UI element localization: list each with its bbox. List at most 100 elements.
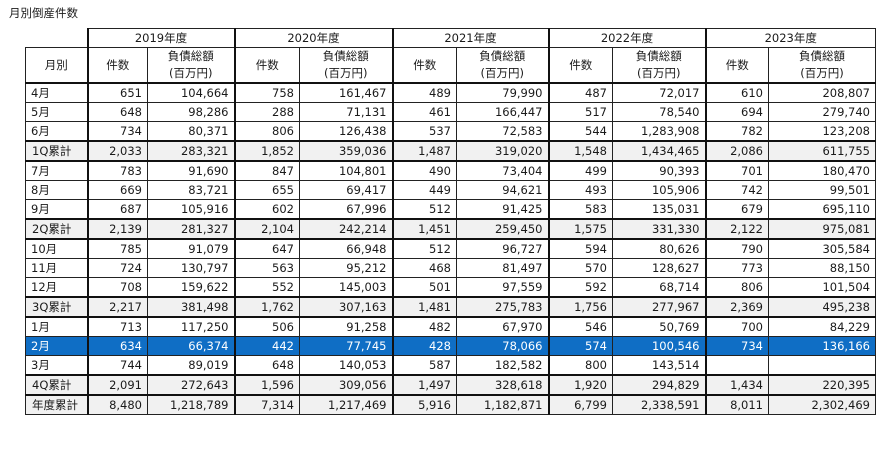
table-row: 1Q累計 2,033 283,321 1,852 359,036 1,487 319,020… (25, 140, 876, 162)
debt-cell: 381,498 (147, 296, 235, 318)
count-cell: 742 (704, 180, 769, 200)
count-cell: 2,033 (86, 140, 148, 162)
table-row: 年度累計 8,480 1,218,789 7,314 1,217,469 5,916 1,1… (25, 394, 876, 415)
debt-column-header: 負債総額 (百万円) (147, 47, 235, 84)
count-cell: 517 (547, 102, 613, 122)
column-header-row: 月別 件数 負債総額 (百万円) 件数 負債総額 (百万円) 件数 負債総額 (百万円… (25, 47, 876, 84)
count-cell: 288 (233, 102, 300, 122)
table-row: 10月 785 91,079 647 66,948 512 96,727 594 80,626 7… (25, 238, 876, 259)
debt-cell: 220,395 (768, 374, 876, 396)
debt-cell: 123,208 (768, 121, 876, 142)
debt-cell: 73,404 (456, 160, 549, 181)
count-cell: 7,314 (233, 394, 300, 415)
count-cell: 701 (704, 160, 769, 181)
debt-cell: 67,996 (299, 199, 393, 220)
debt-cell: 1,218,789 (147, 394, 235, 415)
debt-cell: 180,470 (768, 160, 876, 181)
year-header: 2022年度 (547, 28, 706, 48)
debt-cell: 104,664 (147, 82, 235, 103)
debt-cell: 83,721 (147, 180, 235, 200)
count-cell: 687 (86, 199, 148, 220)
debt-cell: 66,374 (147, 336, 235, 356)
table-body: 4月 651 104,664 758 161,467 489 79,990 487 72,017… (25, 82, 876, 415)
row-label: 4Q累計 (25, 374, 88, 396)
table-row: 2月 634 66,374 442 77,745 428 78,066 574 100,546 7… (25, 336, 876, 356)
debt-cell: 259,450 (456, 218, 549, 240)
debt-cell: 695,110 (768, 199, 876, 220)
table-row: 11月 724 130,797 563 95,212 468 81,497 570 128,62… (25, 258, 876, 278)
debt-cell: 79,990 (456, 82, 549, 103)
debt-cell: 81,497 (456, 258, 549, 278)
bankruptcy-table: 2019年度 2020年度 2021年度 2022年度 2023年度 月別 件数… (25, 28, 876, 415)
count-cell: 563 (233, 258, 300, 278)
count-cell: 574 (547, 336, 613, 356)
count-cell: 468 (391, 258, 457, 278)
count-cell: 1,920 (547, 374, 613, 396)
count-cell: 552 (233, 277, 300, 298)
debt-label-line1: 負債総額 (799, 49, 845, 63)
debt-cell: 91,258 (299, 316, 393, 337)
debt-cell: 67,970 (456, 316, 549, 337)
count-cell: 442 (233, 336, 300, 356)
table-row: 4Q累計 2,091 272,643 1,596 309,056 1,497 328,618… (25, 374, 876, 396)
count-column-header: 件数 (704, 47, 769, 84)
count-cell: 501 (391, 277, 457, 298)
count-cell: 655 (233, 180, 300, 200)
count-cell: 512 (391, 199, 457, 220)
row-label: 7月 (25, 160, 88, 181)
debt-cell: 143,514 (612, 355, 706, 376)
count-cell: 490 (391, 160, 457, 181)
count-cell: 489 (391, 82, 457, 103)
debt-label-line1: 負債総額 (635, 49, 682, 63)
debt-cell: 80,371 (147, 121, 235, 142)
row-label: 2Q累計 (25, 218, 88, 240)
row-label: 11月 (25, 258, 88, 278)
debt-cell: 128,627 (612, 258, 706, 278)
debt-cell: 611,755 (768, 140, 876, 162)
debt-cell: 98,286 (147, 102, 235, 122)
debt-cell (768, 355, 876, 376)
debt-cell: 126,438 (299, 121, 393, 142)
row-label: 5月 (25, 102, 88, 122)
count-cell: 806 (233, 121, 300, 142)
count-cell: 487 (547, 82, 613, 103)
count-cell: 647 (233, 238, 300, 259)
count-cell: 1,762 (233, 296, 300, 318)
debt-label-line2: (百万円) (480, 66, 524, 80)
table-row: 1月 713 117,250 506 91,258 482 67,970 546 50,769 7… (25, 316, 876, 337)
count-cell: 594 (547, 238, 613, 259)
debt-cell: 94,621 (456, 180, 549, 200)
debt-cell: 95,212 (299, 258, 393, 278)
count-cell: 512 (391, 238, 457, 259)
count-cell: 461 (391, 102, 457, 122)
count-column-header: 件数 (547, 47, 613, 84)
corner-cell (25, 28, 88, 48)
debt-label-line2: (百万円) (637, 66, 681, 80)
count-cell: 537 (391, 121, 457, 142)
debt-cell: 90,393 (612, 160, 706, 181)
debt-cell: 50,769 (612, 316, 706, 337)
debt-cell: 80,626 (612, 238, 706, 259)
year-header-row: 2019年度 2020年度 2021年度 2022年度 2023年度 (25, 28, 876, 48)
count-cell: 602 (233, 199, 300, 220)
row-label: 年度累計 (25, 394, 88, 415)
debt-cell: 242,214 (299, 218, 393, 240)
year-header: 2020年度 (233, 28, 393, 48)
count-cell: 2,139 (86, 218, 148, 240)
count-cell: 8,011 (704, 394, 769, 415)
debt-cell: 77,745 (299, 336, 393, 356)
debt-cell: 135,031 (612, 199, 706, 220)
count-cell: 773 (704, 258, 769, 278)
table-row: 8月 669 83,721 655 69,417 449 94,621 493 105,906 7… (25, 180, 876, 200)
count-cell: 583 (547, 199, 613, 220)
count-cell: 806 (704, 277, 769, 298)
count-cell: 2,086 (704, 140, 769, 162)
count-cell: 713 (86, 316, 148, 337)
table-row: 3Q累計 2,217 381,498 1,762 307,163 1,481 275,783… (25, 296, 876, 318)
debt-cell: 72,583 (456, 121, 549, 142)
count-cell: 782 (704, 121, 769, 142)
count-cell: 634 (86, 336, 148, 356)
count-cell: 648 (86, 102, 148, 122)
debt-cell: 159,622 (147, 277, 235, 298)
debt-cell: 69,417 (299, 180, 393, 200)
